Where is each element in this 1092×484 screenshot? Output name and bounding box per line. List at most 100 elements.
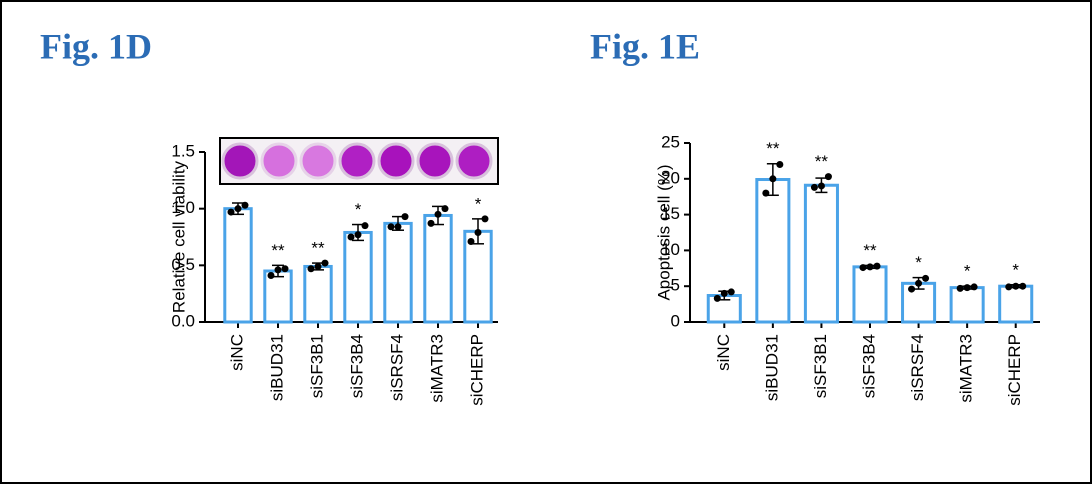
y-axis-label: Relative cell viability bbox=[169, 160, 188, 313]
data-point bbox=[275, 266, 282, 273]
data-point bbox=[762, 190, 769, 197]
bar bbox=[854, 267, 886, 322]
data-point bbox=[1012, 283, 1019, 290]
data-point bbox=[818, 182, 825, 189]
significance: ** bbox=[863, 241, 877, 260]
x-tick-label: siBUD31 bbox=[762, 334, 781, 401]
data-point bbox=[867, 263, 874, 270]
data-point bbox=[235, 205, 242, 212]
data-point bbox=[242, 202, 249, 209]
x-tick-label: siNC bbox=[227, 334, 246, 371]
bar bbox=[385, 223, 411, 322]
data-point bbox=[1019, 283, 1026, 290]
y-tick-label: 0 bbox=[671, 311, 680, 330]
x-tick-label: siSRSF4 bbox=[908, 334, 927, 401]
data-point bbox=[435, 211, 442, 218]
bar bbox=[757, 180, 789, 322]
significance: ** bbox=[271, 241, 285, 260]
data-point bbox=[964, 284, 971, 291]
significance: * bbox=[915, 253, 922, 272]
bar bbox=[265, 271, 291, 322]
data-point bbox=[428, 220, 435, 227]
data-point bbox=[957, 285, 964, 292]
bar bbox=[225, 209, 251, 322]
data-point bbox=[714, 295, 721, 302]
data-point bbox=[362, 222, 369, 229]
chart-title: Fig. 1E bbox=[590, 26, 700, 66]
bar bbox=[805, 185, 837, 322]
y-tick-label: 5 bbox=[671, 276, 680, 295]
data-point bbox=[348, 234, 355, 241]
frame bbox=[1, 1, 1091, 483]
data-point bbox=[1005, 283, 1012, 290]
data-point bbox=[915, 280, 922, 287]
bar bbox=[345, 232, 371, 322]
data-point bbox=[282, 265, 289, 272]
data-point bbox=[825, 173, 832, 180]
data-point bbox=[971, 283, 978, 290]
x-tick-label: siNC bbox=[714, 334, 733, 371]
data-point bbox=[776, 161, 783, 168]
y-tick-label: 15 bbox=[661, 204, 680, 223]
figure: Fig. 1D Relative cell viability0.0 0.5 1.0 1… bbox=[0, 0, 1092, 484]
data-point bbox=[322, 260, 329, 267]
x-tick-label: siCHERP bbox=[467, 334, 486, 406]
data-point bbox=[388, 223, 395, 230]
data-point bbox=[769, 175, 776, 182]
bar bbox=[951, 288, 983, 322]
y-tick-label: 10 bbox=[661, 240, 680, 259]
data-point bbox=[721, 290, 728, 297]
well bbox=[223, 144, 257, 178]
data-point bbox=[355, 231, 362, 238]
well bbox=[418, 144, 452, 178]
well bbox=[301, 144, 335, 178]
y-tick-label: 20 bbox=[661, 168, 680, 187]
data-point bbox=[228, 209, 235, 216]
data-point bbox=[811, 184, 818, 191]
data-point bbox=[395, 223, 402, 230]
data-point bbox=[475, 229, 482, 236]
significance: * bbox=[964, 262, 971, 281]
bar bbox=[1000, 286, 1032, 322]
y-tick-label: 1.5 bbox=[171, 141, 195, 160]
x-tick-label: siCHERP bbox=[1005, 334, 1024, 406]
well bbox=[379, 144, 413, 178]
data-point bbox=[860, 264, 867, 271]
x-tick-label: siSRSF4 bbox=[387, 334, 406, 401]
x-tick-label: siSF3B1 bbox=[307, 334, 326, 398]
data-point bbox=[908, 286, 915, 293]
x-tick-label: siBUD31 bbox=[267, 334, 286, 401]
y-tick-label: 1.0 bbox=[171, 198, 195, 217]
data-point bbox=[402, 213, 409, 220]
significance: ** bbox=[766, 139, 780, 158]
plate-image bbox=[220, 138, 498, 184]
data-point bbox=[922, 275, 929, 282]
bar bbox=[425, 215, 451, 322]
significance: * bbox=[475, 194, 482, 213]
data-point bbox=[442, 205, 449, 212]
y-tick-label: 0.0 bbox=[171, 311, 195, 330]
well bbox=[457, 144, 491, 178]
y-tick-label: 0.5 bbox=[171, 255, 195, 274]
significance: ** bbox=[815, 152, 829, 171]
data-point bbox=[468, 238, 475, 245]
data-point bbox=[482, 215, 489, 222]
data-point bbox=[874, 263, 881, 270]
well bbox=[340, 144, 374, 178]
x-tick-label: siMATR3 bbox=[427, 334, 446, 403]
significance: * bbox=[1012, 260, 1019, 279]
well bbox=[262, 144, 296, 178]
bar bbox=[465, 231, 491, 322]
x-tick-label: siSF3B4 bbox=[859, 334, 878, 398]
y-tick-label: 25 bbox=[661, 132, 680, 151]
significance: * bbox=[355, 200, 362, 219]
data-point bbox=[315, 263, 322, 270]
x-tick-label: siSF3B4 bbox=[347, 334, 366, 398]
bar bbox=[305, 266, 331, 322]
data-point bbox=[728, 288, 735, 295]
chart-title: Fig. 1D bbox=[40, 26, 152, 66]
x-tick-label: siMATR3 bbox=[957, 334, 976, 403]
significance: ** bbox=[311, 239, 325, 258]
data-point bbox=[268, 272, 275, 279]
data-point bbox=[308, 265, 315, 272]
